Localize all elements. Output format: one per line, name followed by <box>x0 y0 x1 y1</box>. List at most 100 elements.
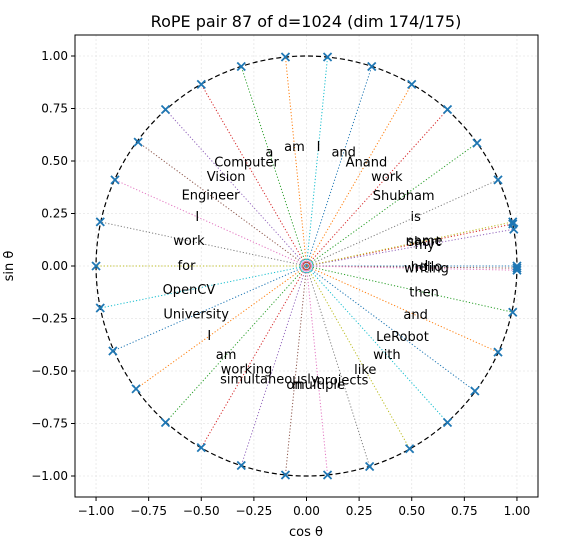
point-marker <box>512 263 522 273</box>
y-tick-label: −1.00 <box>31 469 68 483</box>
point-label: my <box>414 238 435 253</box>
x-tick-label: −1.00 <box>78 504 115 518</box>
point-marker <box>512 265 522 275</box>
point-label: and <box>331 145 355 160</box>
x-tick-label: −0.25 <box>235 504 272 518</box>
grid <box>75 35 538 497</box>
point-marker <box>160 104 171 115</box>
point-marker <box>131 384 141 394</box>
x-axis-label: cos θ <box>289 525 323 540</box>
point-marker <box>364 461 375 472</box>
point-marker <box>196 443 206 453</box>
point-label: I <box>317 140 321 155</box>
point-marker <box>322 470 333 480</box>
point-marker <box>508 217 518 227</box>
point-label: am <box>284 140 305 155</box>
point-marker <box>236 460 246 471</box>
y-tick-label: 0.75 <box>41 102 68 116</box>
point-label: then <box>409 285 439 300</box>
point-marker <box>508 307 518 317</box>
point-label: name <box>406 234 443 249</box>
point-label: Computer <box>214 155 279 170</box>
point-marker <box>95 217 105 227</box>
point-marker <box>108 346 118 356</box>
point-label: Shubham <box>373 189 435 204</box>
x-tick-label: 0.50 <box>398 504 425 518</box>
point-label: like <box>354 363 376 378</box>
point-label: projects <box>317 373 369 388</box>
y-tick-label: 0.50 <box>41 154 68 168</box>
point-marker <box>442 417 453 428</box>
ray-line <box>306 265 476 392</box>
x-tick-label: 0.75 <box>451 504 478 518</box>
point-label: I <box>195 210 199 225</box>
point-label: work <box>173 234 205 249</box>
point-marker <box>322 52 333 62</box>
point-label: multiple <box>292 378 345 393</box>
point-marker <box>493 175 503 185</box>
y-tick-label: −0.50 <box>31 364 68 378</box>
point-label: for <box>178 259 197 274</box>
point-label: with <box>373 348 401 363</box>
point-marker <box>236 61 246 72</box>
point-marker <box>280 52 291 62</box>
y-tick-label: −0.75 <box>31 417 68 431</box>
x-tick-label: −0.75 <box>130 504 167 518</box>
point-marker <box>91 261 101 271</box>
origin-ring <box>301 260 312 272</box>
x-tick-label: 1.00 <box>504 504 531 518</box>
point-marker <box>407 79 417 89</box>
x-tick-label: 0.00 <box>293 504 320 518</box>
x-tick-label: −0.50 <box>183 504 220 518</box>
point-marker <box>110 175 120 185</box>
point-label: I <box>425 259 429 274</box>
point-label: I <box>207 329 211 344</box>
point-label: Vision <box>207 170 246 185</box>
point-label: and <box>403 308 427 323</box>
x-tick-label: 0.25 <box>346 504 373 518</box>
point-markers <box>91 52 522 480</box>
chart-title: RoPE pair 87 of d=1024 (dim 174/175) <box>151 12 462 31</box>
y-tick-label: −0.25 <box>31 312 68 326</box>
point-marker <box>442 104 453 115</box>
x-ticks: −1.00 −0.75 −0.50 −0.25 0.00 0.25 0.50 0.75 1.00 <box>78 497 531 518</box>
origin-ring <box>299 259 314 273</box>
point-marker <box>404 444 415 454</box>
point-marker <box>509 224 519 234</box>
y-tick-label: 0.00 <box>41 259 68 273</box>
point-marker <box>95 303 105 313</box>
point-marker <box>472 138 482 148</box>
point-label: simultaneously <box>220 373 319 388</box>
point-label: hello <box>411 260 442 275</box>
ray-line <box>306 265 513 313</box>
point-marker <box>367 61 377 72</box>
point-marker <box>470 386 480 396</box>
point-marker <box>196 79 206 89</box>
point-label: work <box>371 170 403 185</box>
point-label: am <box>216 348 237 363</box>
point-marker <box>280 470 291 480</box>
point-label: Anand <box>346 155 388 170</box>
point-label: writing <box>404 261 449 276</box>
point-label: University <box>163 307 229 322</box>
y-tick-label: 1.00 <box>41 49 68 63</box>
ray-line <box>112 265 307 352</box>
point-label: a <box>265 145 273 160</box>
point-label: is <box>410 210 421 225</box>
point-label: working <box>221 363 273 378</box>
point-marker <box>133 137 143 147</box>
origin-ring <box>302 262 311 270</box>
point-label: LeRobot <box>376 330 429 345</box>
origin-ring <box>304 263 309 269</box>
y-tick-label: 0.25 <box>41 207 68 221</box>
point-marker <box>493 347 503 357</box>
point-marker <box>160 417 171 428</box>
point-label: short <box>407 235 440 250</box>
y-axis-label: sin θ <box>2 251 17 282</box>
point-label: Engineer <box>182 188 241 203</box>
point-label: on <box>286 378 302 393</box>
ray-lines <box>96 56 517 476</box>
y-ticks: −1.00 −0.75 −0.50 −0.25 0.00 0.25 0.50 0.75 1.00 <box>31 49 75 483</box>
